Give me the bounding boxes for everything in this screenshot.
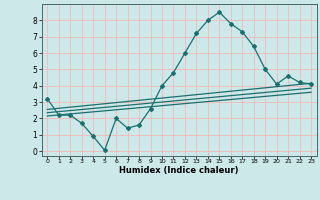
X-axis label: Humidex (Indice chaleur): Humidex (Indice chaleur) [119,166,239,175]
